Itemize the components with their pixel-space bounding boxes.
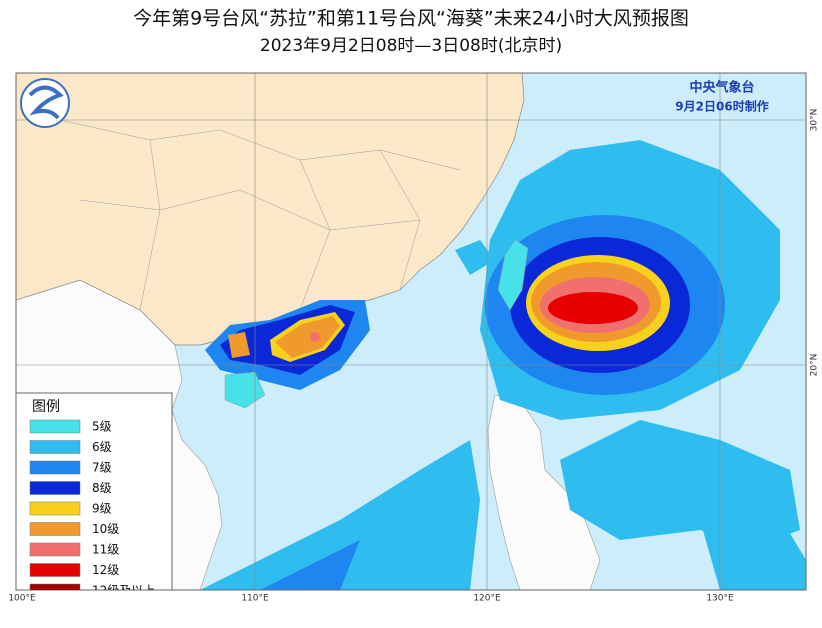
legend-label: 12级及以上 [92,584,155,598]
legend-swatch [29,583,81,590]
legend-label: 11级 [92,543,119,557]
legend-label: 10级 [92,522,119,536]
map-area [16,73,806,590]
legend-swatch [29,460,81,475]
legend-label: 12级 [92,563,119,577]
longitude-label: 120°E [473,594,501,604]
legend-items: 5级 6级 7级 8级 9级 10级 11级 12级 12级及以上 [29,419,155,598]
subtitle: 2023年9月2日08时—3日08时(北京时) [260,36,562,56]
legend-swatch [29,501,81,516]
legend-swatch [29,563,81,577]
longitude-label: 100°E [8,594,36,604]
legend-swatch [29,542,81,557]
legend-label: 6级 [92,440,112,454]
latitude-label: 30°N [810,109,820,132]
legend-swatch [29,419,81,434]
legend-swatch [29,481,81,495]
legend-swatch [29,440,81,454]
axis-labels: 100°E 110°E 120°E 130°E 30°N 20°N [8,109,819,604]
legend: 图例 5级 6级 7级 8级 9级 10级 11级 12级 12级及以上 [15,392,173,598]
legend-label: 9级 [92,502,112,516]
title: 今年第9号台风“苏拉”和第11号台风“海葵”未来24小时大风预报图 [133,8,689,30]
legend-label: 5级 [92,420,112,434]
latitude-label: 20°N [810,354,820,377]
issue-time: 9月2日06时制作 [675,99,768,114]
legend-label: 8级 [92,481,112,495]
legend-label: 7级 [92,461,112,475]
legend-title: 图例 [32,399,60,415]
longitude-label: 110°E [241,594,269,604]
longitude-label: 130°E [706,594,734,604]
legend-swatch [29,522,81,536]
issuer-name: 中央气象台 [689,80,754,96]
